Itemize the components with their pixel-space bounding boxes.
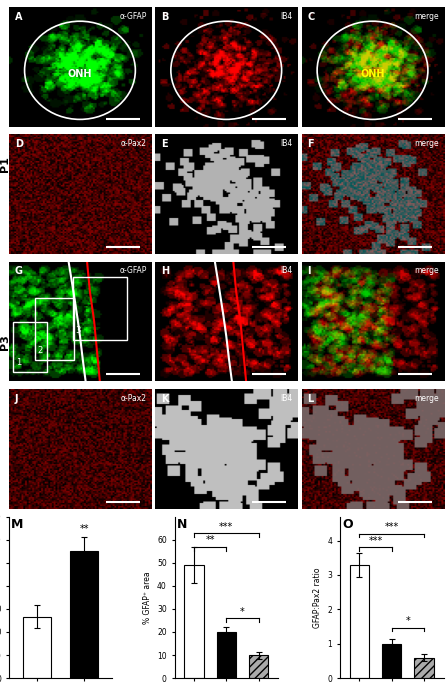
Bar [23,616,51,678]
Bar [216,632,236,678]
Bar [350,564,369,678]
Y-axis label: % GFAP⁺ area: % GFAP⁺ area [142,571,151,623]
Text: **: ** [205,536,215,545]
Text: L: L [307,394,314,404]
Bar [414,658,434,678]
Text: B: B [161,12,168,22]
Text: merge: merge [415,139,439,148]
Text: D: D [15,139,23,149]
Bar [34,297,74,360]
Text: ONH: ONH [68,69,92,79]
Text: ONH: ONH [360,69,385,79]
Bar [73,277,127,340]
Text: H: H [161,266,169,277]
Text: 2: 2 [37,346,43,355]
Text: ***: *** [385,522,399,532]
Text: α-GFAP: α-GFAP [119,266,146,275]
Text: α-GFAP: α-GFAP [119,12,146,21]
Text: IB4: IB4 [281,12,293,21]
Text: α-Pax2: α-Pax2 [121,139,146,148]
Text: O: O [342,518,353,531]
Text: A: A [15,12,22,22]
Text: I: I [307,266,310,277]
Text: *: * [405,616,410,626]
Text: ***: *** [369,536,383,546]
Text: 3: 3 [76,326,81,335]
Bar [70,551,98,678]
Text: merge: merge [415,12,439,21]
Text: G: G [15,266,23,277]
Text: P1: P1 [0,156,10,173]
Bar [184,565,203,678]
Y-axis label: GFAP:Pax2 ratio: GFAP:Pax2 ratio [313,567,322,627]
Text: 1: 1 [16,358,22,367]
Text: IB4: IB4 [281,139,293,148]
Text: M: M [11,518,23,531]
Text: merge: merge [415,394,439,403]
Text: K: K [161,394,168,404]
Bar [249,655,268,678]
Text: C: C [307,12,314,22]
Text: E: E [161,139,168,149]
Text: N: N [177,518,187,531]
Text: ***: *** [219,521,233,532]
Text: F: F [307,139,314,149]
Text: IB4: IB4 [281,394,293,403]
Text: P3: P3 [0,335,10,350]
Bar [382,644,401,678]
Text: IB4: IB4 [281,266,293,275]
Text: α-Pax2: α-Pax2 [121,394,146,403]
Text: merge: merge [415,266,439,275]
Text: *: * [240,607,245,617]
Text: **: ** [79,523,89,534]
Bar [13,321,47,372]
Text: J: J [15,394,18,404]
